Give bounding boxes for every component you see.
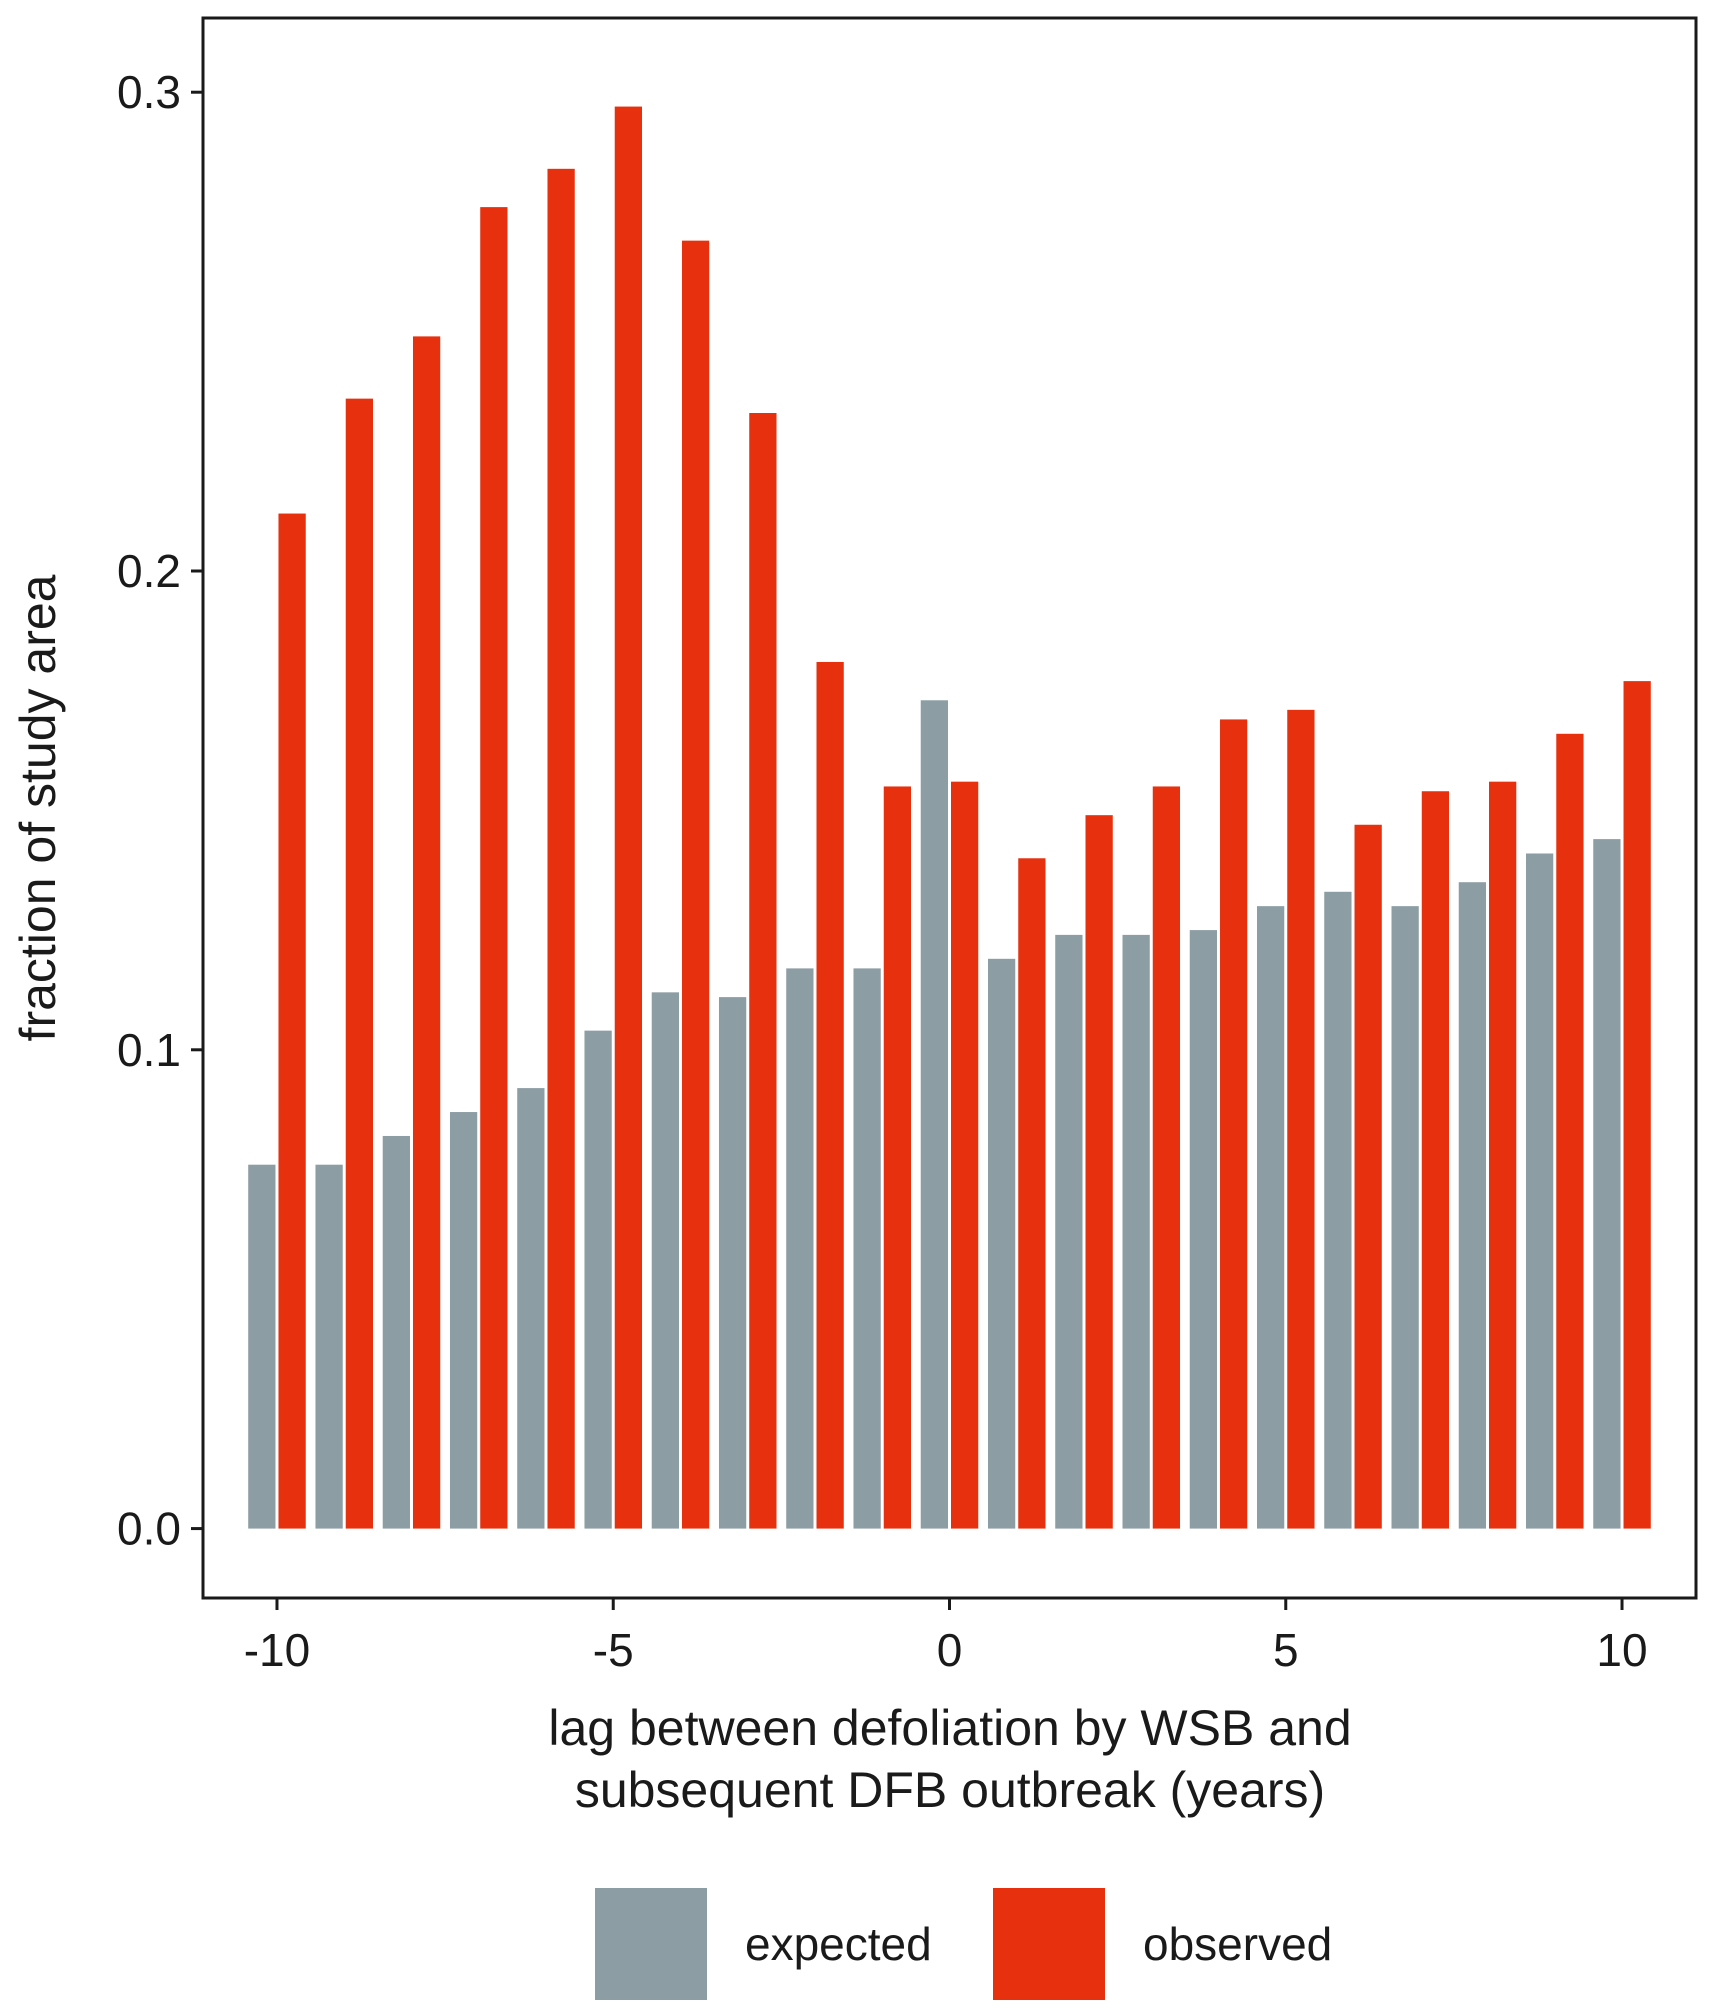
bar-expected-18 [1458, 882, 1487, 1529]
bar-expected-1 [315, 1164, 343, 1529]
bar-expected-17 [1391, 906, 1419, 1529]
x-axis-label-line-1: lag between defoliation by WSB and [548, 1700, 1351, 1756]
bar-expected-5 [584, 1030, 612, 1529]
y-tick-label-0: 0.0 [117, 1503, 181, 1555]
bar-observed-0 [278, 513, 306, 1529]
x-tick-label-2: 0 [937, 1624, 963, 1676]
bar-observed-17 [1421, 791, 1450, 1529]
bar-observed-1 [345, 398, 373, 1529]
bar-observed-15 [1287, 709, 1315, 1529]
bar-expected-19 [1526, 853, 1554, 1529]
bar-expected-10 [920, 700, 948, 1529]
bar-observed-5 [614, 106, 643, 1529]
legend-label-observed: observed [1143, 1918, 1332, 1970]
bar-observed-12 [1085, 815, 1113, 1529]
bar-observed-11 [1018, 858, 1046, 1529]
bar-expected-16 [1324, 891, 1352, 1529]
bar-expected-20 [1593, 839, 1621, 1529]
bar-observed-7 [749, 413, 777, 1529]
bar-expected-14 [1189, 930, 1218, 1529]
bar-observed-9 [883, 786, 912, 1529]
bar-expected-0 [248, 1164, 276, 1529]
bar-expected-7 [718, 997, 747, 1529]
bar-observed-18 [1489, 781, 1517, 1529]
bar-expected-8 [786, 968, 814, 1529]
bar-observed-2 [412, 336, 441, 1529]
x-tick-label-1: -5 [593, 1624, 634, 1676]
bar-expected-12 [1055, 934, 1083, 1529]
bar-expected-15 [1256, 906, 1285, 1529]
y-tick-label-3: 0.3 [117, 66, 181, 118]
bar-expected-6 [651, 992, 679, 1529]
bar-expected-2 [382, 1135, 410, 1529]
bar-observed-13 [1152, 786, 1181, 1529]
x-axis: -10 -5 0 5 10 [203, 1596, 1696, 1676]
legend-label-expected: expected [745, 1918, 932, 1970]
bar-expected-11 [987, 958, 1016, 1529]
legend: expected observed [595, 1888, 1332, 2000]
bar-observed-20 [1623, 681, 1651, 1529]
x-axis-label-line-2: subsequent DFB outbreak (years) [575, 1762, 1325, 1818]
y-axis: 0.0 0.1 0.2 0.3 [117, 18, 205, 1598]
bar-observed-16 [1354, 824, 1382, 1529]
x-tick-label-3: 5 [1273, 1624, 1299, 1676]
x-tick-label-0: -10 [244, 1624, 310, 1676]
legend-key-observed [993, 1888, 1105, 2000]
legend-key-expected [595, 1888, 707, 2000]
y-tick-label-1: 0.1 [117, 1024, 181, 1076]
bar-observed-10 [951, 781, 979, 1529]
bars-group [248, 106, 1651, 1529]
bar-observed-4 [547, 168, 575, 1529]
bar-expected-3 [449, 1112, 478, 1529]
y-axis-label: fraction of study area [10, 574, 66, 1041]
bar-observed-6 [681, 240, 710, 1529]
bar-observed-3 [480, 207, 508, 1529]
bar-expected-9 [853, 968, 881, 1529]
bar-expected-13 [1122, 934, 1150, 1529]
bar-observed-19 [1556, 733, 1584, 1529]
bar-observed-14 [1220, 719, 1248, 1529]
bar-observed-8 [816, 661, 844, 1529]
y-tick-label-2: 0.2 [117, 545, 181, 597]
x-tick-label-4: 10 [1596, 1624, 1647, 1676]
bar-expected-4 [517, 1088, 545, 1529]
